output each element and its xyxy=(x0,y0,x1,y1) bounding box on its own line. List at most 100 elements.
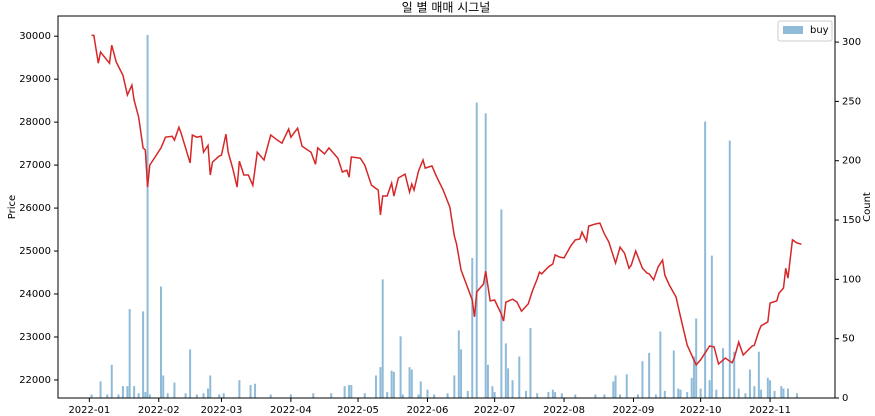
y-tick-label: 24000 xyxy=(19,289,51,300)
y2-tick-label: 50 xyxy=(842,334,855,345)
bar xyxy=(737,388,740,398)
bar xyxy=(733,351,736,398)
bar xyxy=(128,309,131,398)
bar xyxy=(446,393,449,398)
y-tick-label: 22000 xyxy=(19,375,51,386)
bar xyxy=(195,394,198,398)
bar xyxy=(471,258,474,398)
bar xyxy=(594,394,597,398)
bar xyxy=(433,394,436,398)
bar xyxy=(619,394,622,398)
bar xyxy=(184,393,187,398)
bar xyxy=(312,393,315,398)
bar xyxy=(786,388,789,398)
bar xyxy=(390,370,393,398)
bar xyxy=(133,386,136,398)
bar xyxy=(679,389,682,398)
bar xyxy=(207,388,210,398)
bar xyxy=(202,393,205,398)
bar xyxy=(222,393,225,398)
bar xyxy=(507,368,510,398)
bar xyxy=(748,369,751,398)
y-tick-label: 28000 xyxy=(19,117,51,128)
bar xyxy=(511,380,514,398)
bar xyxy=(773,390,776,398)
y-tick-label: 25000 xyxy=(19,246,51,257)
bar xyxy=(99,381,102,398)
x-tick-label: 2022-04 xyxy=(270,405,312,416)
x-tick-label: 2022-07 xyxy=(474,405,516,416)
bar xyxy=(90,394,93,398)
bar xyxy=(757,351,760,398)
bar xyxy=(695,318,698,398)
bar xyxy=(493,392,496,398)
x-tick-label: 2022-08 xyxy=(543,405,585,416)
bar xyxy=(753,386,756,398)
bar xyxy=(126,386,129,398)
bar xyxy=(551,389,554,398)
bar xyxy=(379,367,382,398)
y-tick-label: 26000 xyxy=(19,203,51,214)
bar xyxy=(401,394,404,398)
y-tick-label: 27000 xyxy=(19,160,51,171)
bar xyxy=(348,384,351,398)
y-tick-label: 29000 xyxy=(19,74,51,85)
bar xyxy=(137,393,140,398)
x-tick-label: 2022-03 xyxy=(201,405,243,416)
bar xyxy=(708,380,711,398)
bar xyxy=(486,364,489,398)
bar xyxy=(289,394,292,398)
y-axis-label: Price xyxy=(7,195,18,219)
bar xyxy=(160,286,163,398)
price-line xyxy=(91,34,802,367)
bar xyxy=(560,393,563,398)
bar xyxy=(106,394,109,398)
bar xyxy=(672,350,675,398)
bar xyxy=(529,328,532,398)
bar xyxy=(782,388,785,398)
bar xyxy=(659,331,662,398)
bar xyxy=(392,371,395,398)
bar xyxy=(218,394,221,398)
bar xyxy=(350,384,353,398)
y-tick-label: 30000 xyxy=(19,31,51,42)
y-tick-label: 23000 xyxy=(19,332,51,343)
bar xyxy=(744,393,747,398)
bar xyxy=(715,389,718,398)
bar xyxy=(554,392,557,398)
bar xyxy=(625,374,628,398)
bar xyxy=(780,386,783,398)
bar xyxy=(343,386,346,398)
chart-title: 일 별 매매 시그널 xyxy=(402,1,491,15)
bar xyxy=(686,392,689,398)
legend-swatch xyxy=(783,26,803,34)
bar xyxy=(173,382,176,398)
bar xyxy=(518,356,521,398)
bar xyxy=(117,394,120,398)
bar xyxy=(574,394,577,398)
bar xyxy=(547,392,550,398)
bar xyxy=(209,375,212,398)
bar xyxy=(142,311,145,398)
bar xyxy=(144,392,147,398)
y2-axis-label: Count xyxy=(862,192,873,222)
bar xyxy=(641,361,644,398)
bar xyxy=(654,394,657,398)
y2-tick-label: 100 xyxy=(842,274,861,285)
bar xyxy=(766,377,769,398)
bar xyxy=(146,34,149,399)
bar xyxy=(692,356,695,398)
bar xyxy=(614,375,617,398)
y2-tick-label: 250 xyxy=(842,96,861,107)
x-tick-label: 2022-02 xyxy=(138,405,180,416)
bar xyxy=(166,393,169,398)
bar xyxy=(636,394,639,398)
bar xyxy=(417,394,420,398)
bar xyxy=(524,390,527,398)
plot-frame xyxy=(57,15,836,399)
bar xyxy=(603,394,606,398)
bar xyxy=(728,140,731,398)
bar xyxy=(426,389,429,398)
bar xyxy=(419,381,422,398)
